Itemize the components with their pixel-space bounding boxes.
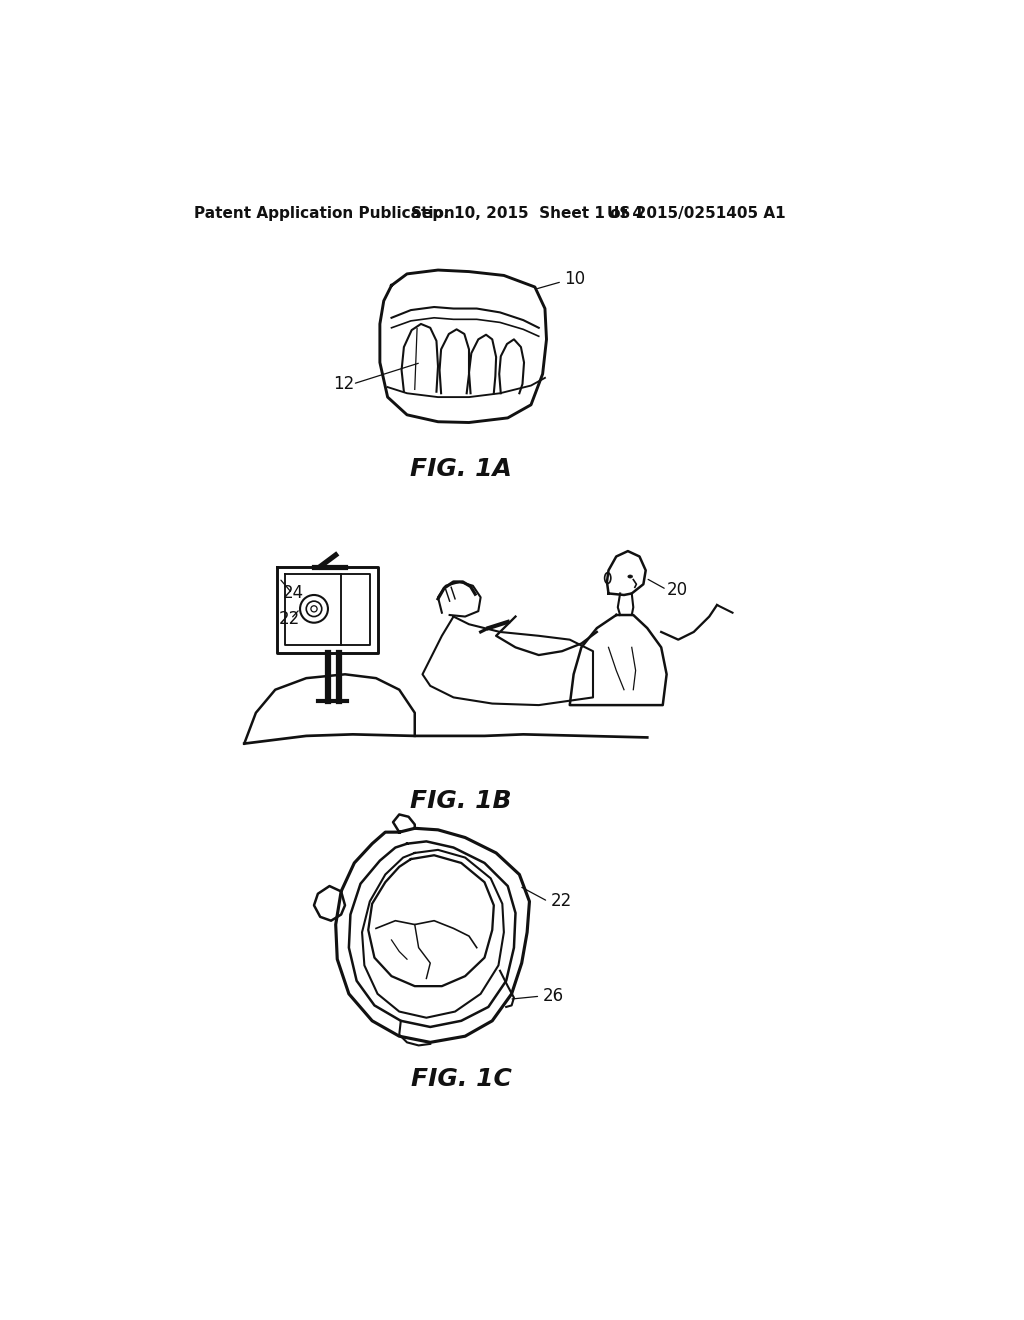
Text: US 2015/0251405 A1: US 2015/0251405 A1 xyxy=(607,206,785,222)
Text: 10: 10 xyxy=(564,271,586,288)
Text: 26: 26 xyxy=(543,987,564,1005)
Text: FIG. 1A: FIG. 1A xyxy=(411,457,512,480)
Text: Patent Application Publication: Patent Application Publication xyxy=(194,206,455,222)
Text: Sep. 10, 2015  Sheet 1 of 4: Sep. 10, 2015 Sheet 1 of 4 xyxy=(411,206,643,222)
Text: FIG. 1B: FIG. 1B xyxy=(411,789,512,813)
Text: 22: 22 xyxy=(280,610,300,628)
Ellipse shape xyxy=(628,576,633,578)
Text: 12: 12 xyxy=(334,375,354,393)
Text: 22: 22 xyxy=(550,892,571,911)
Text: 24: 24 xyxy=(283,585,304,602)
Text: 20: 20 xyxy=(667,581,688,598)
Text: FIG. 1C: FIG. 1C xyxy=(411,1067,512,1090)
